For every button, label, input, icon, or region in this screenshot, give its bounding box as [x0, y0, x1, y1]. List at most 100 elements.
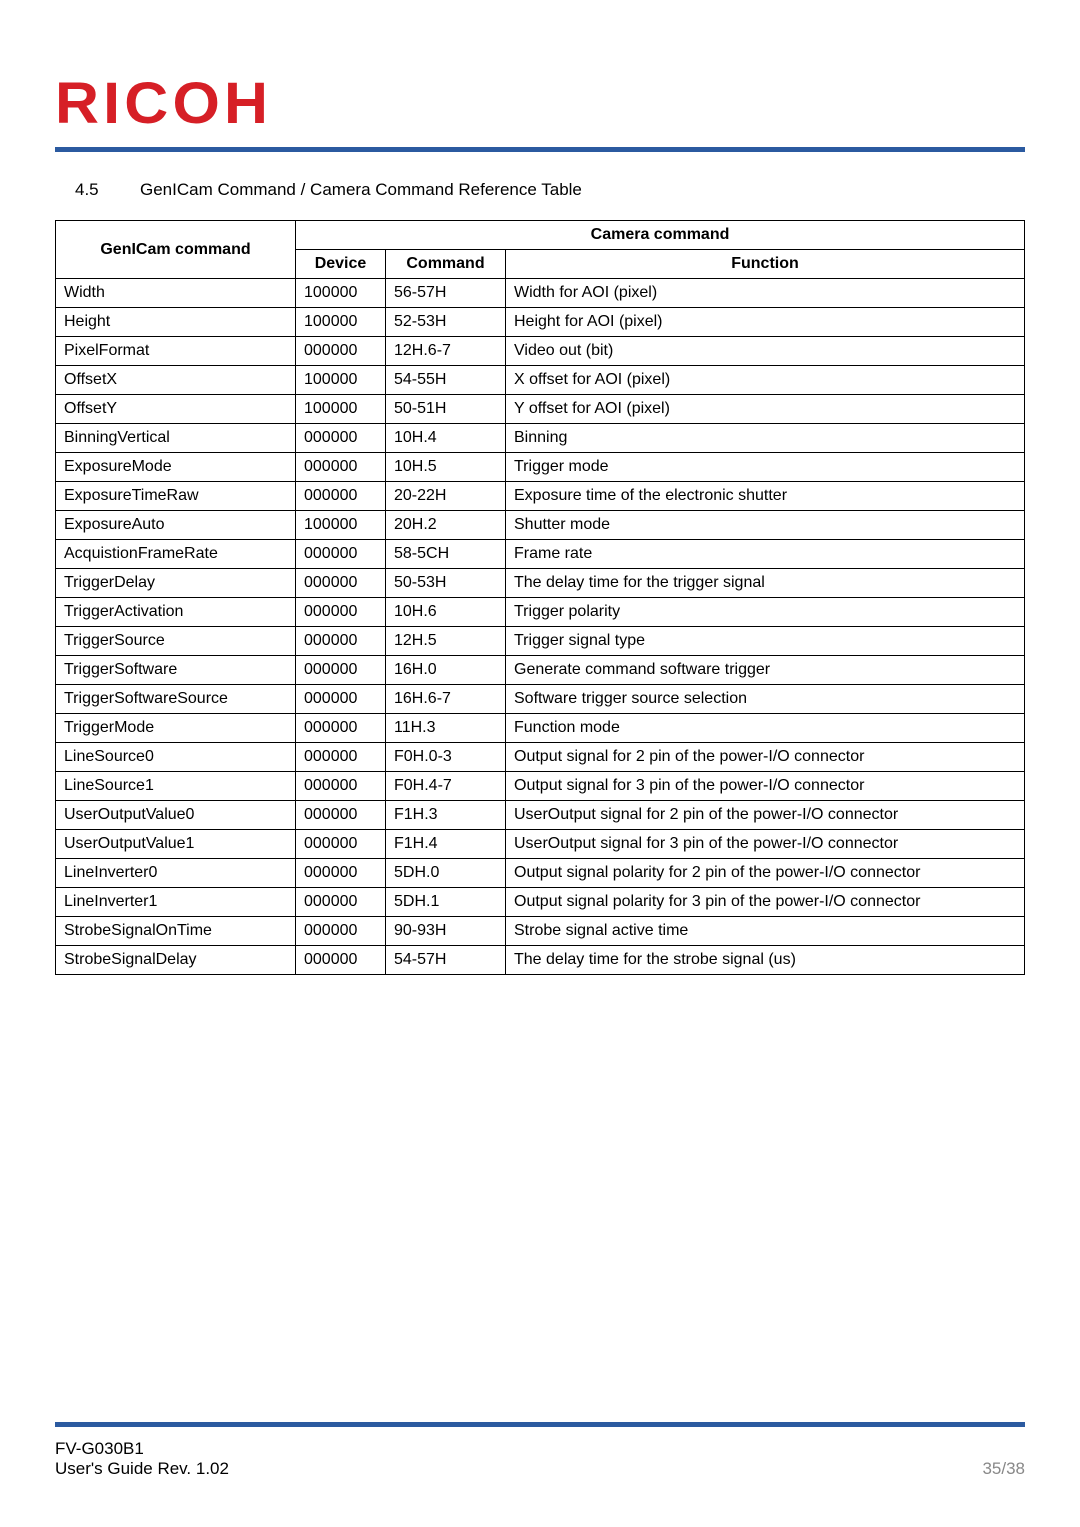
cell-function: Output signal polarity for 3 pin of the … [506, 888, 1025, 917]
cell-device: 000000 [296, 453, 386, 482]
footer-page-number: 35/38 [982, 1459, 1025, 1479]
section-heading: 4.5 GenICam Command / Camera Command Ref… [75, 180, 1025, 200]
table-row: TriggerActivation00000010H.6Trigger pola… [56, 598, 1025, 627]
cell-genicam: ExposureAuto [56, 511, 296, 540]
cell-genicam: OffsetY [56, 395, 296, 424]
cell-genicam: LineInverter1 [56, 888, 296, 917]
bottom-rule [55, 1422, 1025, 1427]
cell-command: 20-22H [386, 482, 506, 511]
cell-device: 000000 [296, 482, 386, 511]
cell-genicam: LineSource1 [56, 772, 296, 801]
cell-genicam: Height [56, 308, 296, 337]
table-row: LineInverter00000005DH.0Output signal po… [56, 859, 1025, 888]
table-row: ExposureTimeRaw00000020-22HExposure time… [56, 482, 1025, 511]
cell-function: UserOutput signal for 2 pin of the power… [506, 801, 1025, 830]
cell-function: Software trigger source selection [506, 685, 1025, 714]
cell-command: F0H.0-3 [386, 743, 506, 772]
header-command: Command [386, 250, 506, 279]
table-row: TriggerSoftwareSource00000016H.6-7Softwa… [56, 685, 1025, 714]
cell-function: Function mode [506, 714, 1025, 743]
cell-command: 50-51H [386, 395, 506, 424]
header-device: Device [296, 250, 386, 279]
cell-genicam: ExposureTimeRaw [56, 482, 296, 511]
cell-function: Trigger polarity [506, 598, 1025, 627]
cell-genicam: TriggerSoftwareSource [56, 685, 296, 714]
table-row: PixelFormat00000012H.6-7Video out (bit) [56, 337, 1025, 366]
cell-genicam: UserOutputValue0 [56, 801, 296, 830]
table-row: AcquistionFrameRate00000058-5CHFrame rat… [56, 540, 1025, 569]
cell-function: Height for AOI (pixel) [506, 308, 1025, 337]
cell-command: F1H.3 [386, 801, 506, 830]
cell-command: 12H.5 [386, 627, 506, 656]
cell-command: 16H.0 [386, 656, 506, 685]
table-row: LineSource0000000F0H.0-3Output signal fo… [56, 743, 1025, 772]
cell-device: 000000 [296, 540, 386, 569]
cell-function: UserOutput signal for 3 pin of the power… [506, 830, 1025, 859]
table-row: StrobeSignalOnTime00000090-93HStrobe sig… [56, 917, 1025, 946]
table-row: BinningVertical00000010H.4Binning [56, 424, 1025, 453]
cell-genicam: AcquistionFrameRate [56, 540, 296, 569]
table-row: OffsetX10000054-55HX offset for AOI (pix… [56, 366, 1025, 395]
table-row: LineSource1000000F0H.4-7Output signal fo… [56, 772, 1025, 801]
cell-device: 100000 [296, 279, 386, 308]
page: RICOH 4.5 GenICam Command / Camera Comma… [0, 0, 1080, 1527]
brand-logo: RICOH [55, 70, 1074, 137]
cell-command: 50-53H [386, 569, 506, 598]
table-header-row-1: GenICam command Camera command [56, 221, 1025, 250]
cell-command: 10H.5 [386, 453, 506, 482]
cell-device: 100000 [296, 395, 386, 424]
cell-function: Trigger mode [506, 453, 1025, 482]
table-row: OffsetY10000050-51HY offset for AOI (pix… [56, 395, 1025, 424]
section-title: GenICam Command / Camera Command Referen… [140, 180, 582, 200]
cell-device: 000000 [296, 830, 386, 859]
cell-command: 10H.4 [386, 424, 506, 453]
cell-genicam: OffsetX [56, 366, 296, 395]
footer-model: FV-G030B1 [55, 1439, 229, 1459]
cell-device: 000000 [296, 801, 386, 830]
cell-genicam: TriggerSource [56, 627, 296, 656]
cell-command: 54-55H [386, 366, 506, 395]
cell-function: Trigger signal type [506, 627, 1025, 656]
table-row: TriggerMode00000011H.3Function mode [56, 714, 1025, 743]
cell-function: Shutter mode [506, 511, 1025, 540]
cell-device: 000000 [296, 569, 386, 598]
cell-device: 100000 [296, 366, 386, 395]
cell-genicam: UserOutputValue1 [56, 830, 296, 859]
cell-device: 000000 [296, 772, 386, 801]
header-genicam: GenICam command [56, 221, 296, 279]
cell-function: Frame rate [506, 540, 1025, 569]
cell-device: 000000 [296, 743, 386, 772]
cell-function: Output signal for 2 pin of the power-I/O… [506, 743, 1025, 772]
cell-genicam: ExposureMode [56, 453, 296, 482]
header-function: Function [506, 250, 1025, 279]
cell-command: 16H.6-7 [386, 685, 506, 714]
cell-device: 000000 [296, 917, 386, 946]
cell-genicam: TriggerDelay [56, 569, 296, 598]
cell-device: 000000 [296, 946, 386, 975]
cell-genicam: LineSource0 [56, 743, 296, 772]
cell-device: 000000 [296, 627, 386, 656]
cell-device: 000000 [296, 888, 386, 917]
cell-function: Output signal polarity for 2 pin of the … [506, 859, 1025, 888]
table-row: LineInverter10000005DH.1Output signal po… [56, 888, 1025, 917]
cell-function: Exposure time of the electronic shutter [506, 482, 1025, 511]
cell-function: Output signal for 3 pin of the power-I/O… [506, 772, 1025, 801]
cell-device: 000000 [296, 424, 386, 453]
cell-command: 5DH.1 [386, 888, 506, 917]
table-row: StrobeSignalDelay00000054-57HThe delay t… [56, 946, 1025, 975]
cell-command: 12H.6-7 [386, 337, 506, 366]
cell-genicam: LineInverter0 [56, 859, 296, 888]
cell-function: Y offset for AOI (pixel) [506, 395, 1025, 424]
cell-device: 000000 [296, 685, 386, 714]
table-row: Height10000052-53HHeight for AOI (pixel) [56, 308, 1025, 337]
cell-command: 52-53H [386, 308, 506, 337]
cell-genicam: StrobeSignalOnTime [56, 917, 296, 946]
cell-function: Strobe signal active time [506, 917, 1025, 946]
cell-function: Generate command software trigger [506, 656, 1025, 685]
cell-function: X offset for AOI (pixel) [506, 366, 1025, 395]
table-row: Width10000056-57HWidth for AOI (pixel) [56, 279, 1025, 308]
top-rule [55, 147, 1025, 152]
cell-command: 90-93H [386, 917, 506, 946]
cell-device: 000000 [296, 598, 386, 627]
cell-command: 20H.2 [386, 511, 506, 540]
